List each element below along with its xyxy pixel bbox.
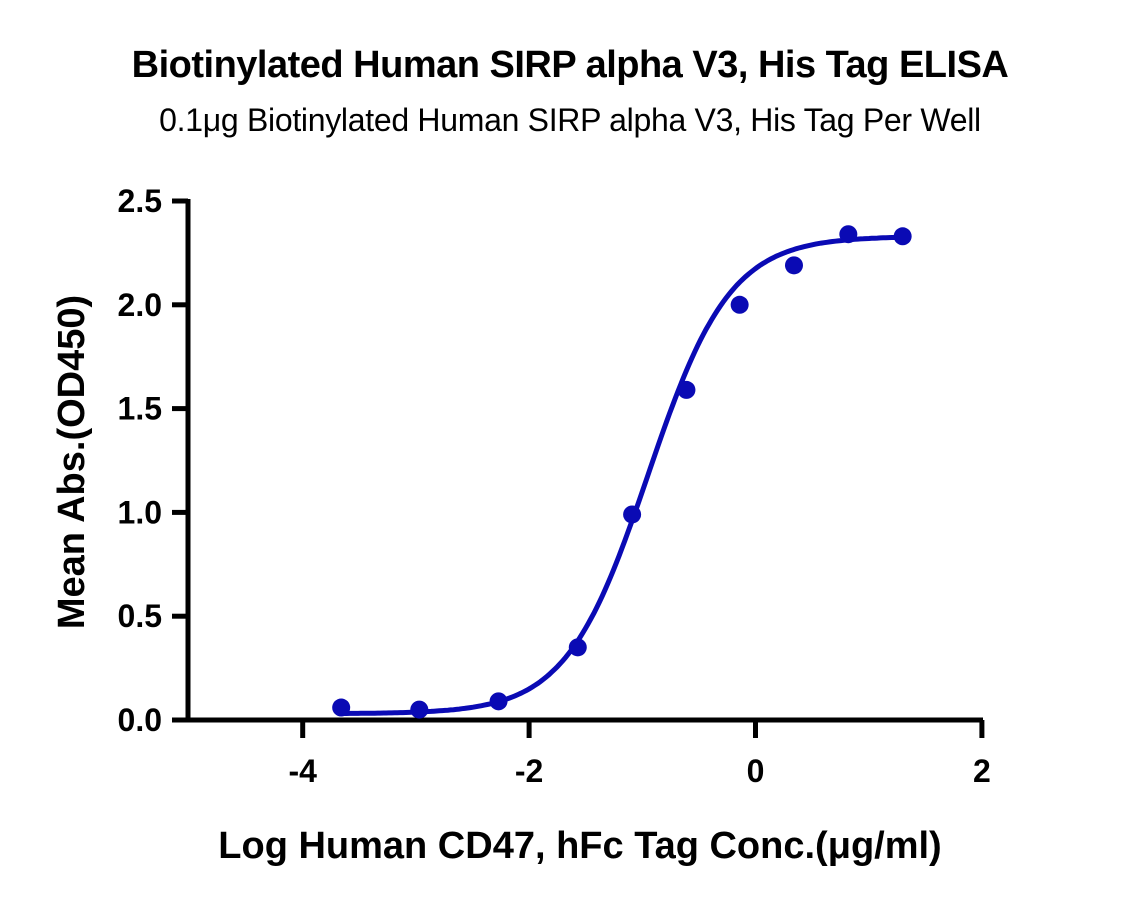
x-tick-label: -2: [515, 753, 543, 789]
data-point: [332, 698, 351, 717]
data-point: [489, 692, 508, 711]
y-axis-label: Mean Abs.(OD450): [51, 295, 93, 629]
data-point: [893, 227, 912, 246]
fit-curve: [338, 234, 906, 716]
data-point: [410, 700, 429, 719]
y-tick-label: 1.0: [118, 494, 162, 530]
x-axis-label: Log Human CD47, hFc Tag Conc.(μg/ml): [218, 825, 941, 867]
chart-title: Biotinylated Human SIRP alpha V3, His Ta…: [131, 44, 1009, 86]
data-point: [730, 295, 749, 314]
y-tick-label: 2.0: [118, 287, 162, 323]
axes: 0.0 0.5 1.0 1.5 2.0 2.5 -4 -2 0 2: [118, 183, 991, 789]
x-tick-label: 2: [973, 753, 991, 789]
data-points: [332, 225, 912, 719]
y-tick-label: 0.0: [118, 702, 162, 738]
fit-curve-path: [338, 234, 906, 716]
data-point: [677, 380, 696, 399]
data-point: [784, 256, 803, 275]
y-tick-label: 2.5: [118, 183, 162, 219]
y-tick-label: 1.5: [118, 391, 162, 427]
data-point: [623, 505, 642, 524]
chart-subtitle: 0.1μg Biotinylated Human SIRP alpha V3, …: [159, 102, 981, 138]
data-point: [568, 638, 587, 657]
x-tick-label: -4: [288, 753, 317, 789]
data-point: [839, 225, 858, 244]
x-tick-label: 0: [747, 753, 765, 789]
y-tick-label: 0.5: [118, 598, 162, 634]
